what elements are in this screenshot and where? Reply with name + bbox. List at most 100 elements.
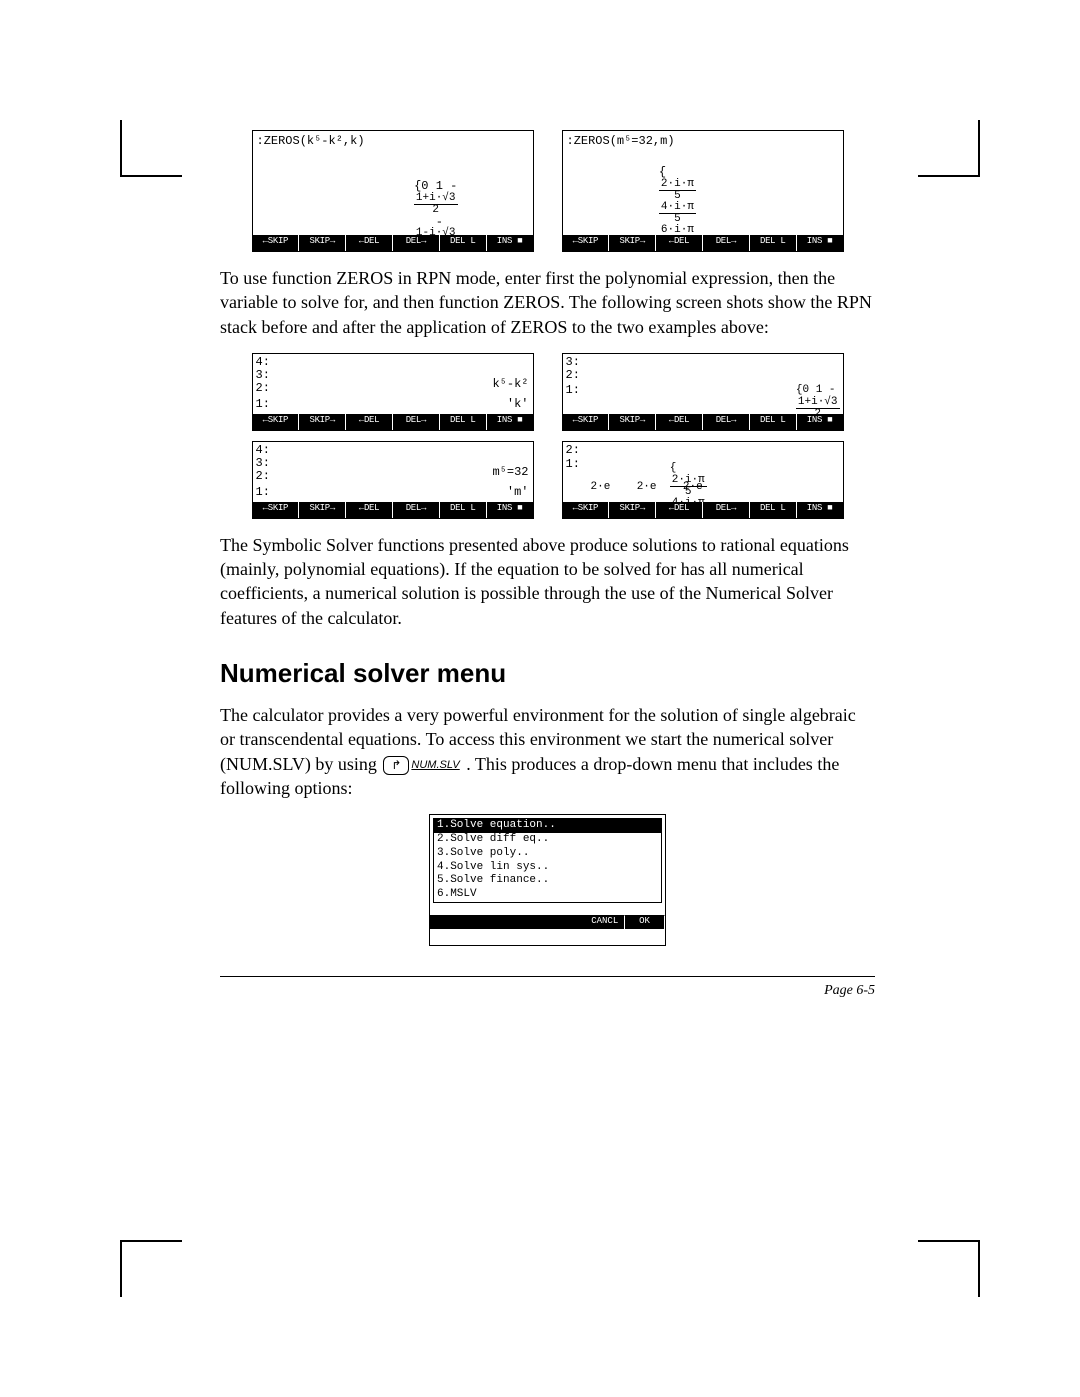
softkey[interactable]: DEL→ <box>393 502 440 518</box>
calc-shot-stack-k-in: 4: 3: 2: 1: k⁵-k² 'k' ←SKIPSKIP→←DELDEL→… <box>252 353 534 431</box>
screenshot-row-1: :ZEROS(k⁵-k²,k) {0 1 - 1+i·√32 - 1-i·√32… <box>220 130 875 252</box>
crop-mark-tr <box>918 120 980 177</box>
menu-item-solve-poly[interactable]: 3.Solve poly.. <box>434 847 661 861</box>
menu-item-solve-lin-sys[interactable]: 4.Solve lin sys.. <box>434 861 661 875</box>
softkey[interactable]: DEL L <box>750 502 797 518</box>
softkey[interactable]: DEL→ <box>393 235 440 251</box>
softkey-bar: ←SKIP SKIP→ ←DEL DEL→ DEL L INS ■ <box>253 235 533 251</box>
softkey[interactable]: INS ■ <box>797 414 843 430</box>
calc-shot-stack-m-out: 2: 1: { 2·i·π5 4·i·π5 6·i5 2·e 2·e 2·e ←… <box>562 441 844 519</box>
footer-rule <box>220 976 875 977</box>
softkey[interactable]: DEL→ <box>703 502 750 518</box>
fraction: 1-i·√32 <box>414 228 458 235</box>
result-line: {0 1 - 1+i·√32 - 1-i·√32 } <box>257 168 529 235</box>
crop-mark-bl <box>120 1240 182 1297</box>
paragraph-3: The calculator provides a very powerful … <box>220 703 875 800</box>
softkey[interactable]: SKIP→ <box>609 502 656 518</box>
softkey[interactable]: INS ■ <box>797 235 843 251</box>
softkey[interactable]: DEL L <box>440 502 487 518</box>
menu-item-solve-finance[interactable]: 5.Solve finance.. <box>434 874 661 888</box>
stack-level: 2: <box>566 369 580 382</box>
stack-value: 'k' <box>507 398 529 411</box>
calc-shot-zeros-k: :ZEROS(k⁵-k²,k) {0 1 - 1+i·√32 - 1-i·√32… <box>252 130 534 252</box>
content-column: :ZEROS(k⁵-k²,k) {0 1 - 1+i·√32 - 1-i·√32… <box>220 130 875 999</box>
menu-item-solve-diff-eq[interactable]: 2.Solve diff eq.. <box>434 833 661 847</box>
softkey[interactable]: ←SKIP <box>563 414 610 430</box>
softkey-bar: ←SKIPSKIP→←DELDEL→DEL LINS ■ <box>563 414 843 430</box>
stack-level: 1: <box>256 398 270 411</box>
stack-level: 2: <box>256 382 270 395</box>
softkey[interactable]: DEL L <box>440 414 487 430</box>
page: :ZEROS(k⁵-k²,k) {0 1 - 1+i·√32 - 1-i·√32… <box>0 0 1080 1397</box>
softkey[interactable]: ←SKIP <box>563 235 610 251</box>
softkey[interactable]: ←DEL <box>656 414 703 430</box>
expr-line: :ZEROS(k⁵-k²,k) <box>257 135 529 148</box>
fraction: 4·i·π5 <box>659 202 696 225</box>
stack-level: 3: <box>256 457 270 470</box>
menu-item-mslv[interactable]: 6.MSLV <box>434 888 661 902</box>
fraction: 1+i·√32 <box>414 193 458 216</box>
stack-level: 1: <box>566 384 580 397</box>
softkey[interactable]: SKIP→ <box>609 235 656 251</box>
crop-mark-br <box>918 1240 980 1297</box>
softkey[interactable]: DEL L <box>440 235 487 251</box>
softkey-ok[interactable]: OK <box>625 915 665 929</box>
shift-right-key: ↱ <box>383 756 409 774</box>
paragraph-1: To use function ZEROS in RPN mode, enter… <box>220 266 875 339</box>
softkey-bar: ←SKIP SKIP→ ←DEL DEL→ DEL L INS ■ <box>563 235 843 251</box>
softkey[interactable]: ←SKIP <box>253 414 300 430</box>
softkey[interactable]: ←DEL <box>346 502 393 518</box>
calc-shot-numslv-menu: 1.Solve equation.. 2.Solve diff eq.. 3.S… <box>429 814 666 946</box>
softkey[interactable]: ←DEL <box>346 414 393 430</box>
stack-value: {0 1 - 1+i·√32 - 1-i·√32 } <box>717 374 840 414</box>
stack-value: { 2·i·π5 4·i·π5 6·i5 <box>591 452 720 502</box>
screenshot-row-3: 4: 3: 2: 1: m⁵=32 'm' ←SKIPSKIP→←DELDEL→… <box>220 441 875 519</box>
softkey-empty <box>430 915 469 929</box>
stack-level: 3: <box>256 369 270 382</box>
softkey[interactable]: DEL L <box>750 414 797 430</box>
softkey[interactable]: ←DEL <box>656 502 703 518</box>
numslv-key-label: NUM.SLV <box>411 758 459 773</box>
stack-value: m⁵=32 <box>492 466 528 479</box>
stack-level: 3: <box>566 356 580 369</box>
stack-value: k⁵-k² <box>492 378 528 391</box>
softkey-empty <box>508 915 547 929</box>
softkey[interactable]: SKIP→ <box>299 235 346 251</box>
softkey[interactable]: DEL→ <box>703 414 750 430</box>
softkey[interactable]: INS ■ <box>487 235 533 251</box>
softkey-bar: ←SKIPSKIP→←DELDEL→DEL LINS ■ <box>253 502 533 518</box>
softkey[interactable]: SKIP→ <box>299 502 346 518</box>
softkey[interactable]: ←DEL <box>656 235 703 251</box>
softkey-cancel[interactable]: CANCL <box>585 915 625 929</box>
softkey[interactable]: SKIP→ <box>299 414 346 430</box>
expr-line: :ZEROS(m⁵=32,m) <box>567 135 839 148</box>
softkey[interactable]: DEL L <box>750 235 797 251</box>
softkey-empty <box>546 915 585 929</box>
softkey[interactable]: INS ■ <box>797 502 843 518</box>
softkey[interactable]: ←SKIP <box>253 235 300 251</box>
softkey[interactable]: ←SKIP <box>563 502 610 518</box>
softkey[interactable]: ←DEL <box>346 235 393 251</box>
menu-list: 1.Solve equation.. 2.Solve diff eq.. 3.S… <box>433 818 662 903</box>
softkey[interactable]: SKIP→ <box>609 414 656 430</box>
screenshot-row-menu: 1.Solve equation.. 2.Solve diff eq.. 3.S… <box>220 814 875 946</box>
softkey[interactable]: INS ■ <box>487 414 533 430</box>
fraction: 6·i·π5 <box>659 225 696 235</box>
menu-item-solve-equation[interactable]: 1.Solve equation.. <box>434 819 661 833</box>
paragraph-2: The Symbolic Solver functions presented … <box>220 533 875 630</box>
stack-level: 4: <box>256 444 270 457</box>
stack-level: 1: <box>256 486 270 499</box>
stack-value: 'm' <box>507 486 529 499</box>
bottom-line: 2·e 2·e 2·e <box>591 482 703 494</box>
calc-shot-zeros-m: :ZEROS(m⁵=32,m) { 2·i·π5 4·i·π5 6·i·π5 2… <box>562 130 844 252</box>
stack-level: 4: <box>256 356 270 369</box>
softkey[interactable]: DEL→ <box>703 235 750 251</box>
section-heading: Numerical solver menu <box>220 658 875 689</box>
softkey[interactable]: DEL→ <box>393 414 440 430</box>
calc-shot-stack-k-out: 3: 2: 1: {0 1 - 1+i·√32 - 1-i·√32 } ←SKI… <box>562 353 844 431</box>
fraction: 2·i·π5 <box>659 179 696 202</box>
stack-level: 1: <box>566 458 580 471</box>
softkey[interactable]: ←SKIP <box>253 502 300 518</box>
softkey-bar: ←SKIPSKIP→←DELDEL→DEL LINS ■ <box>563 502 843 518</box>
softkey[interactable]: INS ■ <box>487 502 533 518</box>
